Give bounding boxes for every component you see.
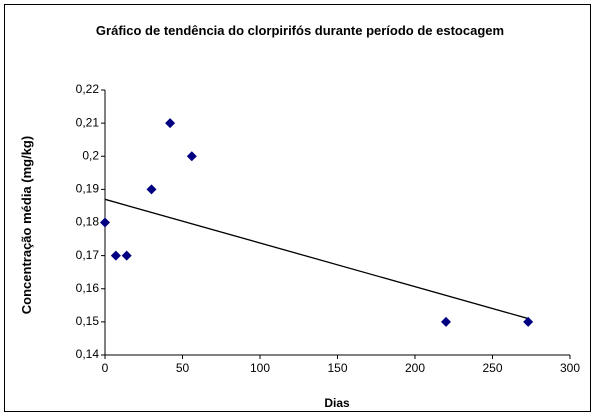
y-tick-label: 0,18 [76,215,100,229]
x-tick-label: 50 [176,361,190,375]
trend-line [104,198,529,320]
x-tick-label: 300 [560,361,580,375]
y-tick-label: 0,14 [76,347,100,361]
data-point [441,316,451,327]
x-tick-label: 250 [482,361,502,375]
chart-title: Gráfico de tendência do clorpirifós dura… [95,23,505,38]
x-tick-label: 0 [102,361,109,375]
x-tick-label: 200 [405,361,425,375]
data-point [121,250,132,261]
y-tick-label: 0,2 [82,148,99,162]
y-tick-label: 0,22 [76,82,100,96]
data-point [186,151,197,162]
data-point [110,250,121,261]
data-point [100,217,110,228]
x-axis-label: Dias [324,396,350,410]
y-tick-label: 0,17 [76,248,100,262]
data-point [146,184,157,195]
y-tick-label: 0,16 [76,281,100,295]
data-point [165,118,176,129]
x-tick-label: 150 [327,361,347,375]
y-axis-label: Concentração média (mg/kg) [19,135,34,315]
y-tick-label: 0,15 [76,314,100,328]
title-box: Gráfico de tendência do clorpirifós dura… [95,23,505,38]
x-tick-label: 100 [250,361,270,375]
y-tick-label: 0,21 [76,115,100,129]
chart-frame [4,4,591,412]
y-tick-label: 0,19 [76,182,100,196]
y-label-box: Concentração média (mg/kg) [19,135,34,315]
data-point [523,316,534,327]
